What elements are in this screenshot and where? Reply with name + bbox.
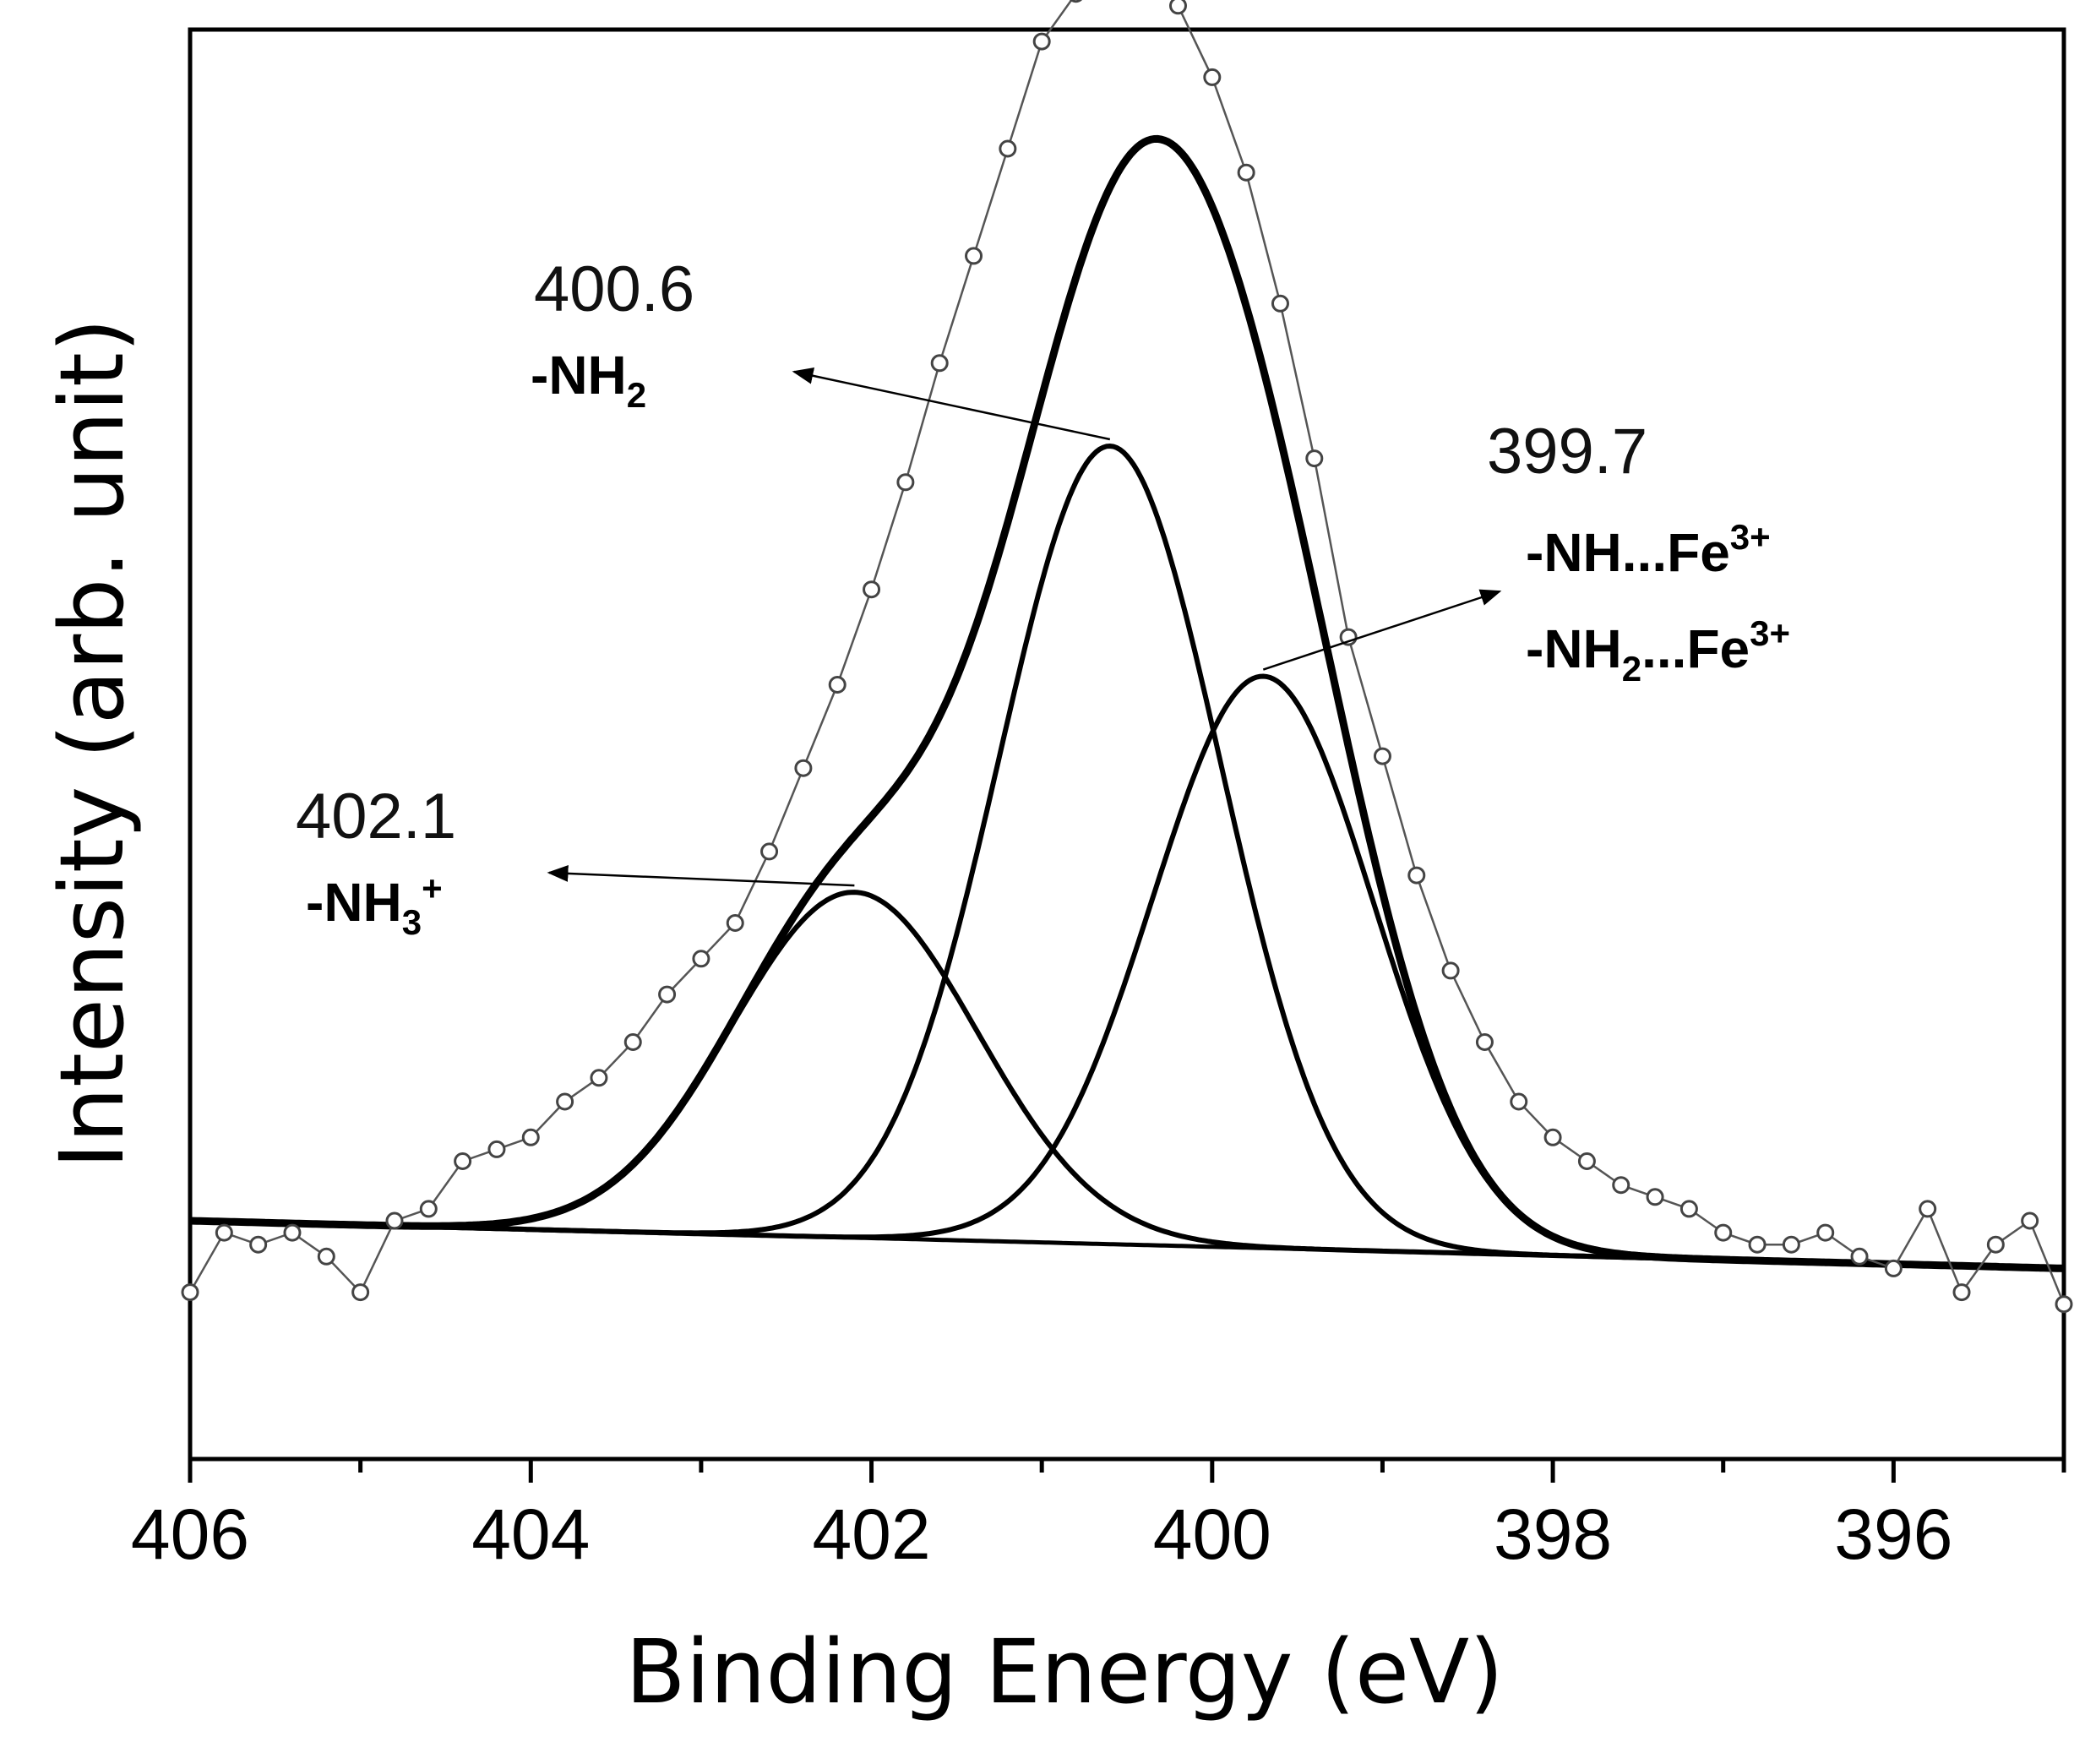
x-tick-label-404: 404 bbox=[471, 1494, 590, 1574]
annotation-399-label-line1: -NH...Fe3+ bbox=[1526, 517, 1771, 583]
annotation-399-line2-sup: 3+ bbox=[1750, 613, 1790, 653]
data-point bbox=[1069, 0, 1083, 3]
data-point bbox=[1577, 1152, 1596, 1170]
data-point bbox=[454, 1152, 472, 1170]
annotation-399-line1-sup: 3+ bbox=[1730, 517, 1771, 557]
plot-frame bbox=[188, 27, 2066, 1462]
data-point bbox=[930, 354, 949, 373]
data-point bbox=[181, 1283, 199, 1302]
arrow-402 bbox=[547, 864, 855, 887]
data-point bbox=[1816, 1223, 1835, 1242]
data-point bbox=[1782, 1235, 1800, 1254]
x-tick-label-398: 398 bbox=[1494, 1494, 1612, 1574]
data-point bbox=[283, 1223, 302, 1242]
data-point bbox=[1237, 163, 1255, 182]
data-point bbox=[385, 1211, 404, 1230]
data-point bbox=[965, 247, 983, 265]
data-point bbox=[794, 759, 813, 777]
annotation-402-label-sup: + bbox=[422, 868, 443, 908]
envelope-fit-line bbox=[189, 134, 2065, 1272]
data-point bbox=[999, 139, 1017, 158]
data-point bbox=[1203, 68, 1222, 86]
data-point bbox=[1679, 1200, 1698, 1218]
data-point bbox=[692, 950, 710, 968]
x-tick-label-402: 402 bbox=[812, 1494, 930, 1574]
annotation-399-line2-main: -NH bbox=[1526, 618, 1622, 679]
data-point bbox=[487, 1140, 506, 1158]
x-tick-label-406: 406 bbox=[131, 1494, 249, 1574]
data-point bbox=[863, 580, 881, 599]
data-point bbox=[1441, 961, 1460, 980]
component-curves bbox=[189, 443, 2065, 1271]
data-point bbox=[1714, 1223, 1733, 1242]
annotation-402-value: 402.1 bbox=[296, 781, 456, 852]
x-axis-tick-labels: 406 404 402 400 398 396 bbox=[131, 1494, 1953, 1574]
data-point bbox=[317, 1247, 335, 1266]
annotation-400-label-main: -NH bbox=[531, 345, 627, 406]
data-point bbox=[419, 1200, 438, 1218]
y-axis-title: Intensity (arb. unit) bbox=[41, 318, 144, 1169]
annotation-399-line2-sub: 2 bbox=[1622, 649, 1641, 689]
data-point bbox=[249, 1235, 268, 1254]
data-point bbox=[2021, 1211, 2039, 1230]
annotation-399-label-line2: -NH2...Fe3+ bbox=[1526, 613, 1790, 689]
component-curve-2 bbox=[189, 443, 2065, 1271]
data-point bbox=[1919, 1200, 1937, 1218]
data-point bbox=[521, 1128, 540, 1146]
data-point bbox=[1850, 1247, 1869, 1266]
annotation-402-label-main: -NH bbox=[306, 872, 402, 933]
data-point bbox=[1646, 1188, 1664, 1206]
data-point bbox=[1373, 747, 1391, 765]
data-point bbox=[556, 1092, 574, 1111]
arrow-400 bbox=[792, 367, 1111, 441]
annotation-399-value: 399.7 bbox=[1487, 416, 1647, 487]
annotation-399-line2-rest: ...Fe bbox=[1641, 618, 1750, 679]
data-point bbox=[726, 914, 744, 932]
data-point bbox=[1986, 1235, 2005, 1254]
data-point bbox=[623, 1033, 642, 1051]
component-curve-1 bbox=[189, 890, 2065, 1271]
annotation-400-label-sub: 2 bbox=[627, 375, 646, 415]
data-point bbox=[828, 676, 847, 694]
data-point bbox=[1475, 1033, 1494, 1051]
component-curve-3 bbox=[189, 673, 2065, 1271]
data-point bbox=[1543, 1128, 1562, 1146]
annotation-402-label: -NH3+ bbox=[306, 868, 443, 942]
data-point bbox=[1305, 449, 1324, 468]
data-point bbox=[1612, 1176, 1630, 1195]
experimental-data-points bbox=[181, 0, 2073, 1314]
data-point bbox=[1168, 0, 1187, 15]
data-point bbox=[1032, 32, 1051, 51]
data-point bbox=[896, 473, 915, 492]
annotation-402-label-sub: 3 bbox=[402, 902, 422, 942]
annotation-399-line1-main: -NH...Fe bbox=[1526, 522, 1730, 583]
data-point bbox=[1884, 1259, 1903, 1277]
data-point bbox=[1407, 866, 1426, 885]
data-point bbox=[658, 985, 677, 1004]
data-point bbox=[2055, 1295, 2073, 1314]
x-tick-label-400: 400 bbox=[1153, 1494, 1271, 1574]
annotation-400-value: 400.6 bbox=[534, 253, 694, 325]
arrow-399 bbox=[1262, 589, 1502, 671]
annotation-400-label: -NH2 bbox=[531, 345, 646, 415]
data-point bbox=[1510, 1092, 1528, 1111]
data-point bbox=[1748, 1235, 1767, 1254]
x-axis-title: Binding Energy (eV) bbox=[625, 1620, 1504, 1723]
annotation-arrows bbox=[547, 367, 1502, 887]
data-point bbox=[215, 1223, 233, 1242]
x-tick-label-396: 396 bbox=[1834, 1494, 1952, 1574]
data-point bbox=[351, 1283, 370, 1302]
data-point bbox=[760, 842, 779, 861]
data-point bbox=[1952, 1283, 1971, 1302]
x-axis-ticks bbox=[188, 1459, 2066, 1483]
data-point bbox=[1271, 294, 1289, 313]
data-point bbox=[590, 1069, 608, 1087]
